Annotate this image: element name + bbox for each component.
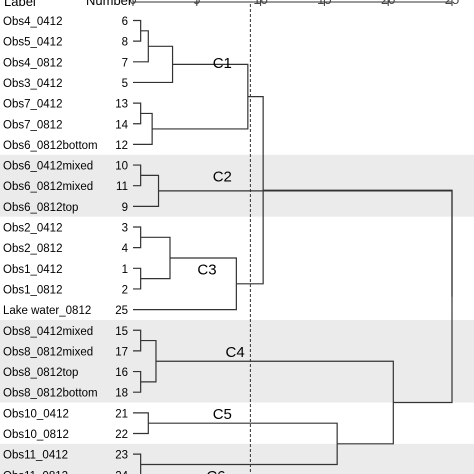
- leaf-label: Obs8_0812mixed: [3, 346, 93, 358]
- cluster-label-c2: C2: [213, 169, 232, 186]
- leaf-label: Obs10_0812: [3, 429, 69, 441]
- leaf-label: Obs6_0812bottom: [3, 140, 98, 152]
- leaf-label: Obs1_0812: [3, 284, 62, 296]
- leaf-label: Obs6_0812mixed: [3, 181, 93, 193]
- leaf-label: Obs8_0812bottom: [3, 388, 98, 400]
- leaf-number: 11: [116, 181, 128, 193]
- leaf-label: Obs11_0412: [3, 450, 68, 462]
- dendrogram-link-n5: [133, 112, 153, 145]
- leaf-number: 13: [115, 99, 128, 111]
- dendrogram-tree: [133, 19, 453, 474]
- leaf-number: 1: [122, 264, 128, 276]
- dendrogram-link-n11: [140, 236, 171, 280]
- leaf-number: 22: [115, 429, 128, 441]
- leaf-number: 4: [122, 243, 129, 255]
- leaf-number: 17: [115, 346, 128, 358]
- leaf-label: Obs1_0412: [3, 264, 62, 276]
- leaf-number: 6: [122, 16, 128, 28]
- leaf-number: 23: [115, 450, 128, 462]
- leaf-number: 16: [115, 367, 128, 379]
- leaf-label: Obs4_0412: [3, 16, 62, 28]
- leaf-number: 21: [115, 408, 128, 420]
- leaf-number: 5: [122, 78, 128, 90]
- x-tick-label: 5: [193, 0, 200, 7]
- dendrogram-link-n4: [133, 102, 142, 125]
- cluster-labels: C1 C2 C3 C4 C5 C6: [197, 55, 244, 474]
- dendrogram-link-n3: [133, 45, 174, 84]
- dendrogram-link-n17: [133, 412, 149, 435]
- leaf-label: Obs2_0412: [3, 223, 62, 235]
- dendrogram-link-n21: [158, 190, 453, 404]
- x-tick-label: 25: [445, 0, 459, 7]
- leaf-number: 12: [115, 140, 128, 152]
- cluster-label-c1: C1: [213, 55, 232, 72]
- leaf-label: Obs2_0812: [3, 243, 62, 255]
- dendrogram-link-n22: [263, 189, 453, 297]
- leaf-label: Obs8_0412mixed: [3, 326, 93, 338]
- cluster-label-c5: C5: [213, 406, 232, 423]
- leaf-number: 3: [122, 223, 128, 235]
- cluster-shade-c2: [0, 154, 474, 217]
- x-axis: 0 5 10 15 20 25: [129, 0, 459, 7]
- leaf-label: Obs10_0412: [3, 408, 69, 420]
- x-tick-label: 10: [253, 0, 267, 7]
- leaf-label: Obs11_0812: [3, 470, 68, 474]
- dendrogram-link-n6: [152, 63, 249, 130]
- leaf-number: 15: [115, 326, 128, 338]
- dendrogram-link-n12: [133, 257, 237, 311]
- chart-header: Label Number: [4, 0, 133, 9]
- leaf-label: Obs6_0412mixed: [3, 161, 93, 173]
- leaf-number: 25: [115, 305, 128, 317]
- leaf-label: Lake water_0812: [3, 305, 91, 317]
- leaf-label: Obs4_0812: [3, 57, 62, 69]
- leaf-number: 18: [115, 388, 128, 400]
- header-number: Number: [86, 0, 133, 8]
- leaf-label: Obs6_0812top: [3, 202, 78, 214]
- cluster-label-c3: C3: [197, 262, 216, 279]
- leaf-number: 24: [115, 470, 128, 474]
- leaf-label: Obs7_0812: [3, 119, 62, 131]
- leaf-label: Obs8_0812top: [3, 367, 78, 379]
- dendrogram-link-n9: [133, 226, 142, 249]
- x-tick-label: 20: [381, 0, 395, 7]
- header-label: Label: [4, 0, 36, 9]
- leaf-number: 10: [115, 161, 128, 173]
- leaf-label: Obs3_0412: [3, 78, 62, 90]
- leaf-number: 14: [115, 119, 128, 131]
- x-tick-label: 15: [317, 0, 331, 7]
- leaf-label: Obs7_0412: [3, 99, 62, 111]
- cluster-label-c4: C4: [225, 344, 244, 361]
- leaf-number: 2: [122, 284, 128, 296]
- dendrogram-link-n10: [133, 267, 142, 290]
- cluster-shade-c6: [0, 443, 474, 474]
- leaf-number: 9: [122, 202, 128, 214]
- dendrogram-link-n1: [133, 19, 142, 42]
- cluster-label-c6: C6: [206, 468, 225, 474]
- leaf-number: 8: [122, 37, 128, 49]
- x-tick-label: 0: [129, 0, 136, 7]
- leaf-number: 7: [122, 57, 128, 69]
- leaf-labels: Obs4_0412 6 Obs5_0412 8 Obs4_0812 7 Obs3_0412 5…: [3, 16, 129, 474]
- leaf-label: Obs5_0412: [3, 37, 62, 49]
